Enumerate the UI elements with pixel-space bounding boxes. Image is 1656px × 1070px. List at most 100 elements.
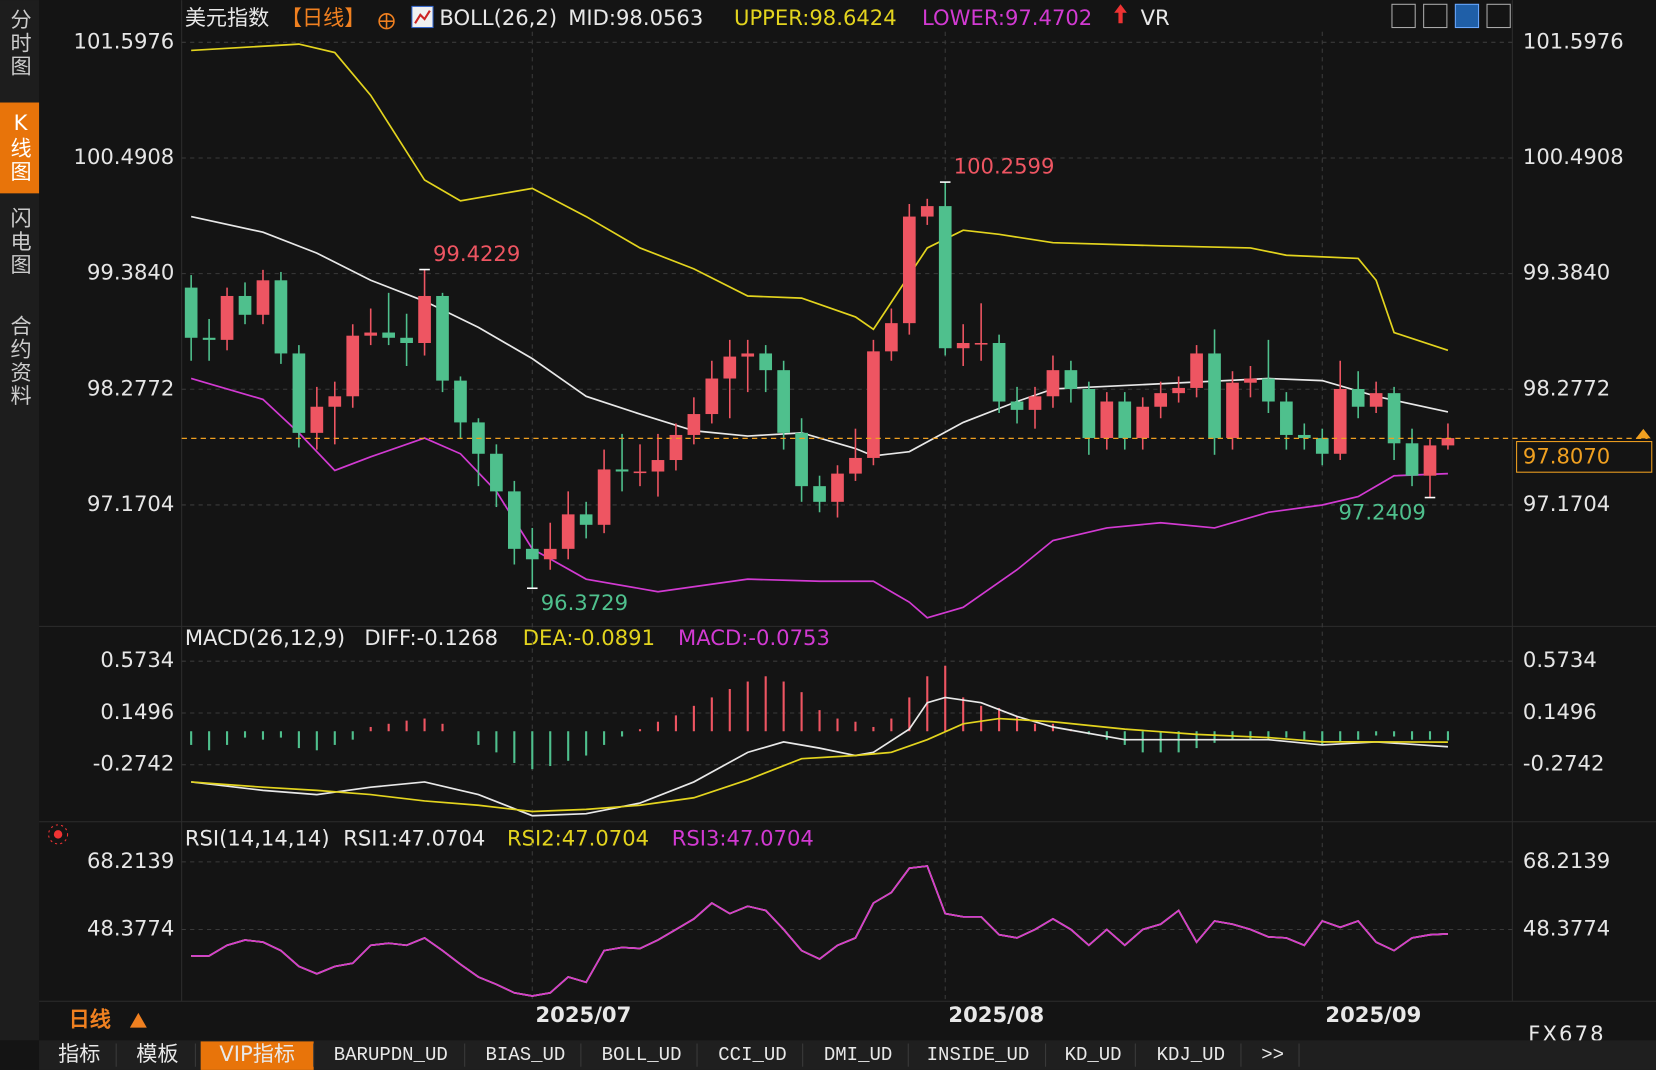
period: 【日线】 [281, 5, 365, 30]
y-tick-label: 0.1496 [100, 699, 174, 724]
y2-tick-label: 48.3774 [1523, 915, 1610, 940]
candle-body [1333, 388, 1347, 454]
candle-body [1046, 370, 1060, 397]
candle-body [1280, 401, 1293, 435]
tab[interactable]: 模板 [136, 1041, 178, 1066]
candle-body [1387, 393, 1401, 444]
candle-body [1028, 396, 1042, 410]
series-line [191, 43, 1449, 352]
candle-body [992, 342, 1006, 402]
view-icon[interactable] [1423, 3, 1448, 29]
tab[interactable]: BOLL_UD [602, 1044, 682, 1066]
candle-body [1369, 393, 1383, 407]
legend-entry: UPPER:98.6424 [734, 5, 897, 30]
legend-entry: MACD:-0.0753 [678, 625, 830, 650]
candle-body [687, 414, 701, 435]
candle-body [597, 469, 611, 525]
candle-body [561, 514, 575, 549]
candle-body [723, 356, 737, 379]
tab[interactable]: INSIDE_UD [927, 1044, 1030, 1066]
y-tick-label: 68.2139 [87, 848, 174, 873]
y-tick-label: 98.2772 [87, 375, 174, 400]
annotation: 97.2409 [1338, 499, 1425, 524]
candle-body [615, 469, 629, 472]
candle-body [525, 548, 539, 560]
candle-body [220, 295, 234, 340]
series-line [190, 377, 1448, 619]
candle-body [1351, 388, 1365, 407]
y-tick-label: 97.1704 [87, 491, 174, 516]
period-button[interactable]: 日线 [69, 1006, 111, 1031]
candle-body [1315, 438, 1329, 454]
candle-body [454, 380, 467, 423]
period-arrow[interactable] [129, 1012, 147, 1028]
candle-body [436, 295, 449, 381]
candle-body [813, 486, 826, 502]
candle-body [831, 473, 844, 502]
y-tick-label: 100.4908 [74, 144, 175, 169]
legend-entry: DIFF:-0.1268 [364, 625, 498, 650]
arrow-icon [1114, 4, 1127, 24]
y-tick-label: 101.5976 [74, 28, 175, 53]
legend-entry: MID:98.0563 [568, 5, 703, 30]
tab[interactable]: >> [1261, 1044, 1284, 1066]
candle-body [867, 351, 880, 458]
icon [53, 830, 63, 839]
y2-tick-label: 100.4908 [1523, 144, 1624, 169]
view-icon[interactable] [1454, 3, 1480, 29]
x-tick-label: 2025/08 [948, 1002, 1044, 1027]
annotation: 100.2599 [954, 153, 1055, 178]
candle-body [1172, 387, 1185, 394]
candle-body [902, 216, 916, 324]
tab[interactable]: BIAS_UD [486, 1044, 566, 1066]
candle-body [849, 457, 862, 474]
candle-body [579, 514, 593, 525]
candle-body [1208, 353, 1221, 439]
panel-title: RSI(14,14,14) [185, 826, 330, 851]
tab[interactable]: KDJ_UD [1157, 1044, 1225, 1066]
tab[interactable]: VIP指标 [219, 1041, 295, 1066]
candle-body [256, 280, 270, 315]
candle-body [1190, 353, 1203, 388]
x-tick-label: 2025/07 [535, 1002, 631, 1027]
indicator-label: BOLL(26,2) [439, 5, 557, 30]
sidebar-tab[interactable]: K线图 [8, 110, 33, 184]
view-icon[interactable] [1486, 3, 1511, 29]
icon [414, 10, 431, 24]
tab-active [200, 1041, 314, 1070]
tab[interactable]: KD_UD [1065, 1044, 1122, 1066]
y2-tick-label: -0.2742 [1523, 751, 1604, 776]
candle-body [759, 353, 773, 371]
candle-body [651, 460, 665, 472]
candle-body [1262, 378, 1275, 402]
candle-body [777, 370, 790, 433]
candle-body [1010, 401, 1024, 410]
candle-body [1154, 393, 1168, 407]
tab[interactable]: BARUPDN_UD [334, 1044, 448, 1066]
sidebar-tab[interactable]: 合约资料 [8, 314, 33, 407]
candle-body [1423, 445, 1437, 476]
candle-body [885, 323, 898, 352]
indicator-label: VR [1141, 5, 1170, 30]
view-icon[interactable] [1391, 3, 1416, 29]
tab[interactable]: CCI_UD [718, 1044, 786, 1066]
tab[interactable]: 指标 [58, 1041, 100, 1066]
sidebar-tab[interactable]: 闪电图 [8, 207, 33, 277]
series-line [191, 865, 1448, 997]
tab[interactable]: DMI_UD [824, 1044, 892, 1066]
last-price-arrow [1635, 428, 1651, 439]
candle-body [400, 337, 413, 343]
candle-body [1441, 438, 1455, 446]
candle-body [1136, 406, 1150, 439]
y2-tick-label: 98.2772 [1523, 375, 1610, 400]
legend-entry: DEA:-0.0891 [523, 625, 655, 650]
series-line [191, 717, 1448, 813]
candle-body [705, 378, 719, 415]
candle-body [795, 432, 808, 487]
sidebar-tab[interactable]: 分时图 [8, 8, 33, 78]
candle-body [956, 342, 970, 349]
last-price-box [1516, 441, 1653, 473]
candle-body [633, 471, 647, 474]
